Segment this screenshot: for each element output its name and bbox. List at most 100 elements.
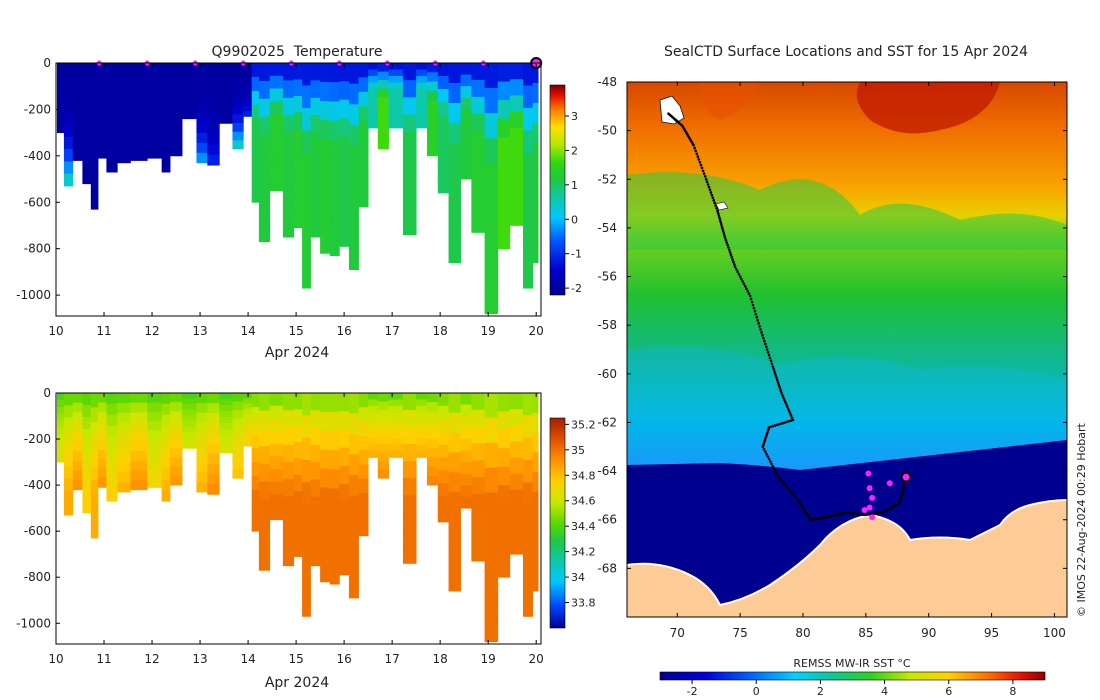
track-point	[769, 460, 772, 463]
track-point	[758, 325, 761, 328]
temperature-cell	[56, 118, 65, 127]
salinity-cell	[147, 477, 163, 488]
temperature-cell	[329, 63, 340, 83]
salinity-cell	[460, 485, 472, 498]
temperature-cell	[339, 136, 350, 156]
temperature-cell	[117, 142, 131, 154]
y-tick-label: -400	[24, 478, 51, 492]
map-y-tick-label: -48	[597, 75, 617, 89]
temperature-cell	[437, 101, 449, 116]
map-colorbar-tick-label: 2	[817, 685, 824, 698]
salinity-cell	[448, 393, 461, 414]
salinity-cell	[56, 448, 65, 456]
salinity-cell	[448, 531, 461, 552]
temperature-cell	[98, 110, 107, 121]
salinity-cell	[339, 538, 350, 558]
map-x-ticks: 70 75 80 85 90 95 100	[670, 82, 1066, 640]
temperature-cell	[232, 63, 244, 72]
salinity-cell	[368, 451, 379, 458]
salinity-cell	[251, 420, 260, 435]
track-point	[778, 476, 781, 480]
salinity-profile	[82, 393, 92, 514]
salinity-cell	[471, 544, 485, 562]
salinity-cell	[258, 552, 271, 571]
track-point	[772, 467, 776, 470]
temperature-cell	[368, 101, 379, 109]
temperature-cell	[320, 234, 331, 254]
x-tick-label: 11	[96, 652, 111, 666]
temperature-cell	[460, 167, 472, 180]
temperature-cell	[90, 194, 99, 210]
x-tick-label: 16	[336, 324, 351, 338]
salinity-cell	[416, 444, 428, 452]
temperature-cell	[460, 109, 472, 122]
salinity-cell	[293, 540, 303, 557]
y-tick-label: -800	[24, 242, 51, 256]
temperature-cell	[497, 230, 511, 250]
salinity-cell	[90, 523, 99, 539]
salinity-cell	[532, 393, 539, 414]
temperature-cell	[130, 131, 148, 142]
track-point	[698, 160, 702, 164]
salinity-cell	[219, 422, 233, 430]
temperature-cell	[232, 88, 244, 98]
temperature-cell	[293, 128, 303, 146]
temperature-cell	[282, 184, 295, 203]
track-point	[738, 275, 742, 278]
temperature-cell	[117, 122, 131, 134]
track-point	[781, 480, 785, 484]
temperature-cell	[426, 81, 439, 92]
salinity-cell	[293, 442, 303, 459]
salinity-cell	[56, 420, 65, 428]
temperature-cell	[161, 117, 171, 129]
salinity-cell	[358, 507, 369, 522]
colorbar-tick-label: 34.6	[571, 495, 596, 508]
salinity-section	[56, 393, 539, 643]
temperature-profile	[302, 63, 311, 289]
temperature-cell	[106, 106, 118, 118]
temperature-cell	[302, 198, 311, 222]
map-title: SealCTD Surface Locations and SST for 15…	[664, 44, 1028, 60]
salinity-cell	[329, 526, 340, 547]
temperature-cell	[72, 111, 83, 122]
salinity-cell	[348, 556, 359, 578]
salinity-cell	[269, 506, 284, 521]
temperature-cell	[82, 63, 92, 76]
temperature-cell	[388, 75, 404, 83]
temperature-cell	[106, 84, 118, 97]
salinity-cell	[484, 492, 499, 518]
salinity-cell	[98, 449, 107, 460]
salinity-cell	[258, 481, 271, 500]
salinity-cell	[63, 429, 74, 443]
salinity-profile	[106, 393, 118, 502]
salinity-cell	[348, 577, 359, 599]
salinity-cell	[302, 527, 311, 550]
salinity-profile	[63, 393, 74, 516]
temperature-cell	[416, 114, 428, 122]
track-point	[776, 380, 780, 384]
temperature-cell	[182, 79, 197, 86]
salinity-cell	[90, 451, 99, 466]
temperature-cell	[377, 88, 389, 98]
temperature-cell	[471, 96, 485, 115]
temperature-cell	[497, 118, 511, 138]
salinity-cell	[402, 546, 417, 564]
temperature-cell	[302, 243, 311, 267]
salinity-cell	[161, 393, 171, 405]
temperature-cell	[117, 102, 131, 114]
temperature-cell	[448, 242, 461, 264]
temperature-panel: 10 11 12 13 14 15 16 17 18 19 20 0-200-400-600-800…	[16, 44, 582, 361]
temperature-cell	[147, 148, 163, 159]
warm-tongue	[700, 82, 760, 120]
salinity-cell	[293, 409, 303, 427]
salinity-cell	[484, 567, 499, 593]
track-point	[793, 494, 796, 498]
temperature-cell	[82, 99, 92, 112]
salinity-cell	[460, 416, 472, 428]
salinity-cell	[377, 444, 389, 454]
salinity-cell	[329, 469, 340, 489]
temperature-cell	[56, 83, 65, 92]
temperature-cell	[329, 101, 340, 122]
track-point	[702, 172, 706, 175]
temperature-cell	[484, 238, 499, 264]
